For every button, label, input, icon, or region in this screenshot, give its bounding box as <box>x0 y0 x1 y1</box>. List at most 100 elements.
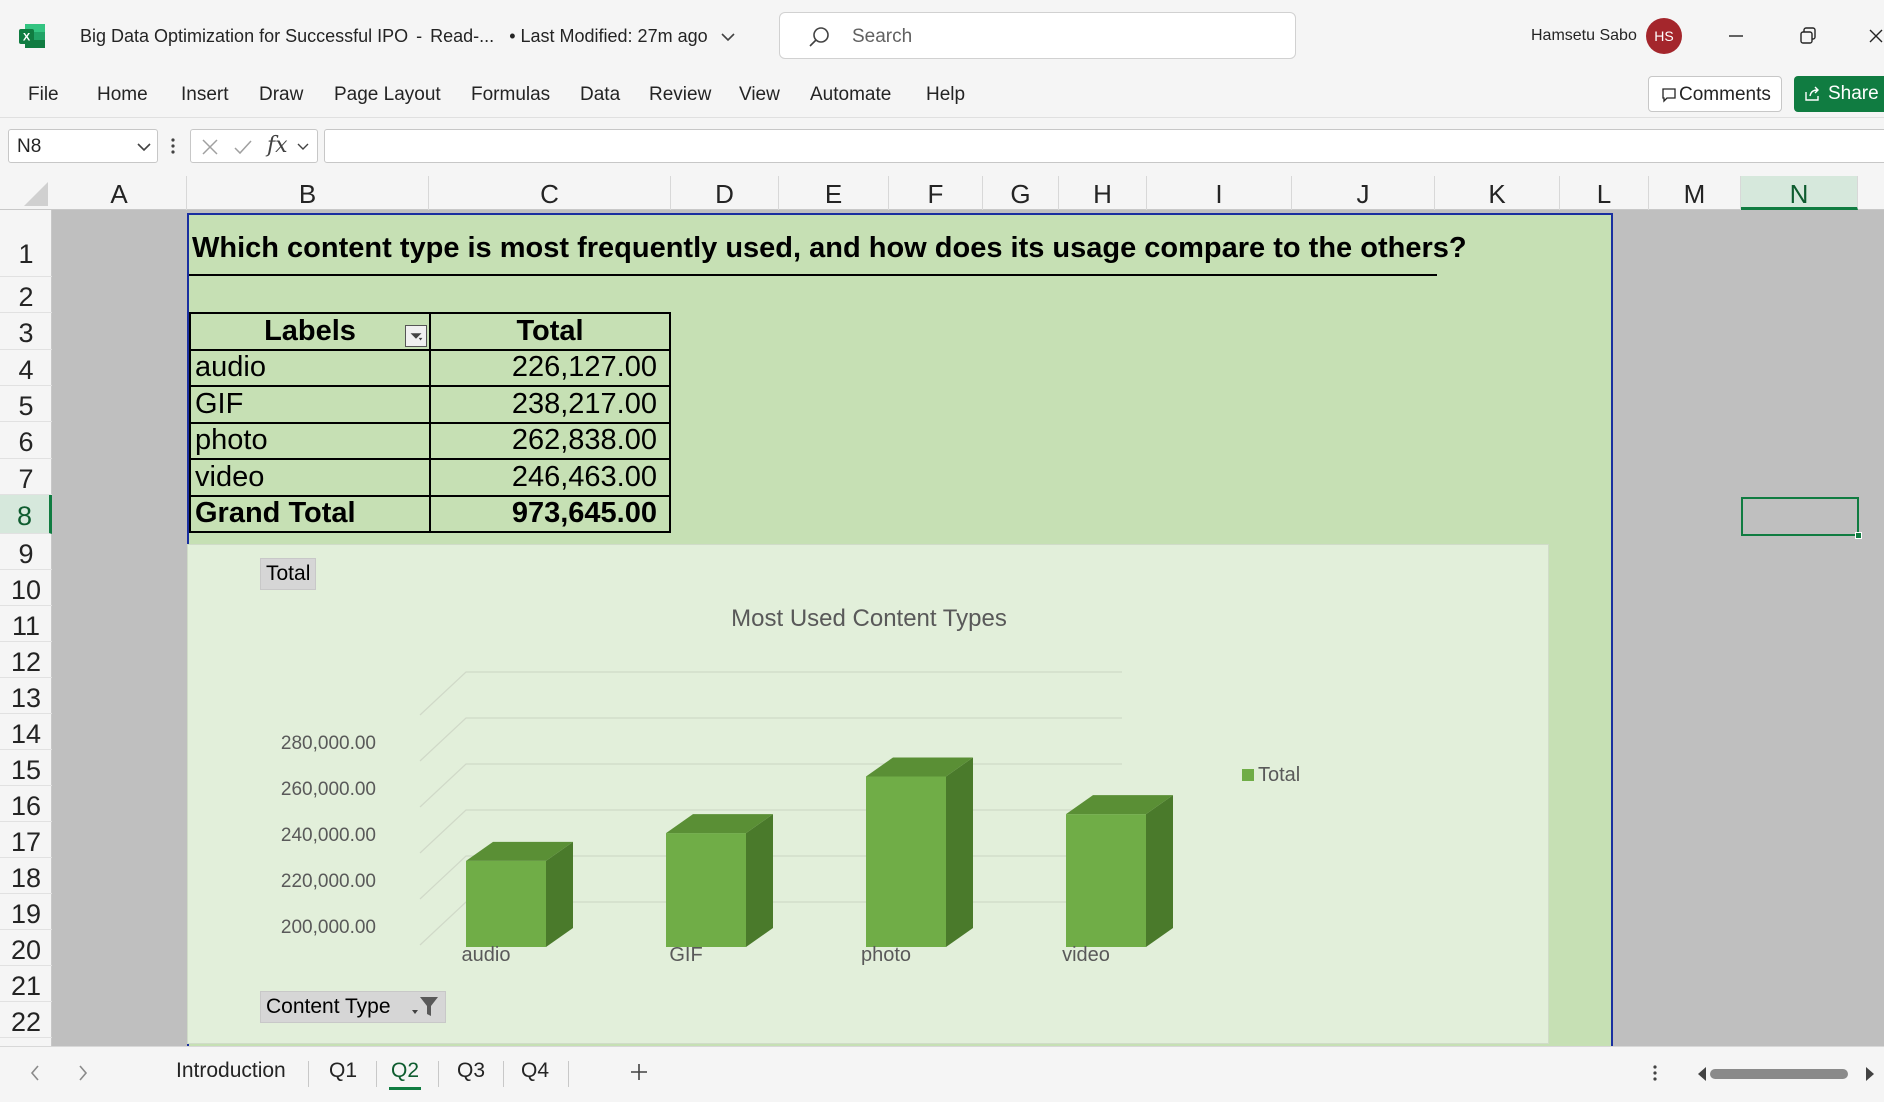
row-header-4[interactable]: 4 <box>0 350 52 386</box>
column-header-g[interactable]: G <box>983 176 1059 210</box>
insert-function-button[interactable]: fx <box>267 133 288 158</box>
grand-total-label[interactable]: Grand Total <box>189 494 431 533</box>
menu-help[interactable]: Help <box>926 84 966 105</box>
cancel-icon[interactable] <box>201 138 219 156</box>
column-header-d[interactable]: D <box>671 176 779 210</box>
avatar[interactable]: HS <box>1646 18 1682 54</box>
name-box[interactable]: N8 <box>8 129 158 163</box>
comments-button[interactable]: Comments <box>1648 76 1782 112</box>
tab-q2[interactable]: Q2 <box>391 1059 420 1082</box>
row-header-15[interactable]: 15 <box>0 750 52 786</box>
chevron-right-icon[interactable] <box>76 1061 90 1085</box>
row-header-12[interactable]: 12 <box>0 642 52 678</box>
chevron-down-icon[interactable] <box>297 142 309 151</box>
row-header-1[interactable]: 1 <box>0 210 52 277</box>
menu-page-layout[interactable]: Page Layout <box>334 84 441 105</box>
row-header-2[interactable]: 2 <box>0 277 52 313</box>
minimize-icon[interactable] <box>1718 18 1754 54</box>
row-header-20[interactable]: 20 <box>0 930 52 966</box>
column-header-i[interactable]: I <box>1147 176 1292 210</box>
row-header-11[interactable]: 11 <box>0 606 52 642</box>
share-button[interactable]: Share <box>1794 76 1884 112</box>
tab-q4[interactable]: Q4 <box>521 1059 550 1082</box>
row-header-22[interactable]: 22 <box>0 1002 52 1038</box>
menu-data[interactable]: Data <box>580 84 621 105</box>
more-vertical-icon[interactable] <box>170 136 176 156</box>
row-header-16[interactable]: 16 <box>0 786 52 822</box>
menu-home[interactable]: Home <box>97 84 148 105</box>
grand-total-value[interactable]: 973,645.00 <box>429 494 671 533</box>
select-all-button[interactable] <box>0 176 52 210</box>
chevron-left-icon[interactable] <box>28 1061 42 1085</box>
column-header-h[interactable]: H <box>1059 176 1147 210</box>
pivot-label-cell[interactable]: GIF <box>189 385 431 424</box>
column-header-f[interactable]: F <box>889 176 983 210</box>
tab-q3[interactable]: Q3 <box>457 1059 486 1082</box>
chart-title[interactable]: Most Used Content Types <box>731 605 1007 632</box>
pivot-header-labels[interactable]: Labels <box>189 312 431 351</box>
column-header-e[interactable]: E <box>779 176 889 210</box>
row-header-18[interactable]: 18 <box>0 858 52 894</box>
pivot-label-cell[interactable]: audio <box>189 348 431 387</box>
more-vertical-icon[interactable] <box>1652 1063 1658 1083</box>
menu-draw[interactable]: Draw <box>259 84 304 105</box>
tab-q1[interactable]: Q1 <box>329 1059 358 1082</box>
menu-file[interactable]: File <box>28 84 59 105</box>
pivot-header-total[interactable]: Total <box>429 312 671 351</box>
pivot-table[interactable]: Labels Total audio 226,127.00 GIF 238,21… <box>189 312 671 533</box>
chevron-down-icon[interactable] <box>721 32 735 42</box>
row-header-3[interactable]: 3 <box>0 313 52 350</box>
pivot-value-cell[interactable]: 262,838.00 <box>429 421 671 460</box>
restore-icon[interactable] <box>1790 18 1826 54</box>
pivot-label-cell[interactable]: video <box>189 458 431 497</box>
menu-view[interactable]: View <box>739 84 780 105</box>
horizontal-scrollbar[interactable] <box>1688 1061 1884 1087</box>
pivot-value-cell[interactable]: 226,127.00 <box>429 348 671 387</box>
excel-logo-icon[interactable]: X <box>18 22 46 50</box>
column-header-b[interactable]: B <box>187 176 429 210</box>
row-header-21[interactable]: 21 <box>0 966 52 1002</box>
pivot-label-cell[interactable]: photo <box>189 421 431 460</box>
row-header-5[interactable]: 5 <box>0 386 52 422</box>
column-header-l[interactable]: L <box>1560 176 1649 210</box>
row-header-9[interactable]: 9 <box>0 534 52 570</box>
row-header-6[interactable]: 6 <box>0 422 52 459</box>
row-header-10[interactable]: 10 <box>0 570 52 606</box>
add-sheet-icon[interactable] <box>628 1061 650 1083</box>
column-header-j[interactable]: J <box>1292 176 1435 210</box>
formula-input[interactable] <box>324 129 1884 163</box>
column-header-m[interactable]: M <box>1649 176 1741 210</box>
chart-axis-field-button[interactable]: Content Type <box>260 991 447 1023</box>
row-header-17[interactable]: 17 <box>0 822 52 858</box>
menu-insert[interactable]: Insert <box>181 84 229 105</box>
row-header-8[interactable]: 8 <box>0 495 52 534</box>
column-header-n[interactable]: N <box>1741 176 1858 210</box>
document-title[interactable]: Big Data Optimization for Successful IPO… <box>80 26 735 47</box>
column-header-k[interactable]: K <box>1435 176 1560 210</box>
menu-automate[interactable]: Automate <box>810 84 892 105</box>
menu-review[interactable]: Review <box>649 84 712 105</box>
column-header-c[interactable]: C <box>429 176 671 210</box>
worksheet-grid[interactable]: Which content type is most frequently us… <box>52 210 1884 1046</box>
check-icon[interactable] <box>233 138 253 156</box>
column-header-a[interactable]: A <box>52 176 187 210</box>
user-name[interactable]: Hamsetu Sabo <box>1531 27 1637 44</box>
question-heading[interactable]: Which content type is most frequently us… <box>192 232 1467 264</box>
row-header-14[interactable]: 14 <box>0 714 52 750</box>
active-cell-n8[interactable] <box>1741 497 1859 536</box>
tab-introduction[interactable]: Introduction <box>176 1059 286 1082</box>
fill-handle[interactable] <box>1855 532 1862 539</box>
pivot-chart[interactable]: Total Most Used Content Types 200,000.00… <box>187 544 1549 1044</box>
row-header-7[interactable]: 7 <box>0 459 52 495</box>
row-header-19[interactable]: 19 <box>0 894 52 930</box>
close-icon[interactable] <box>1858 18 1884 54</box>
chart-values-field-button[interactable]: Total <box>260 558 317 590</box>
search-box[interactable]: Search <box>779 12 1296 59</box>
chevron-down-icon[interactable] <box>137 142 151 152</box>
row-header-13[interactable]: 13 <box>0 678 52 714</box>
search-placeholder: Search <box>852 26 913 47</box>
pivot-value-cell[interactable]: 238,217.00 <box>429 385 671 424</box>
pivot-value-cell[interactable]: 246,463.00 <box>429 458 671 497</box>
menu-formulas[interactable]: Formulas <box>471 84 551 105</box>
filter-dropdown-icon[interactable] <box>405 325 427 347</box>
